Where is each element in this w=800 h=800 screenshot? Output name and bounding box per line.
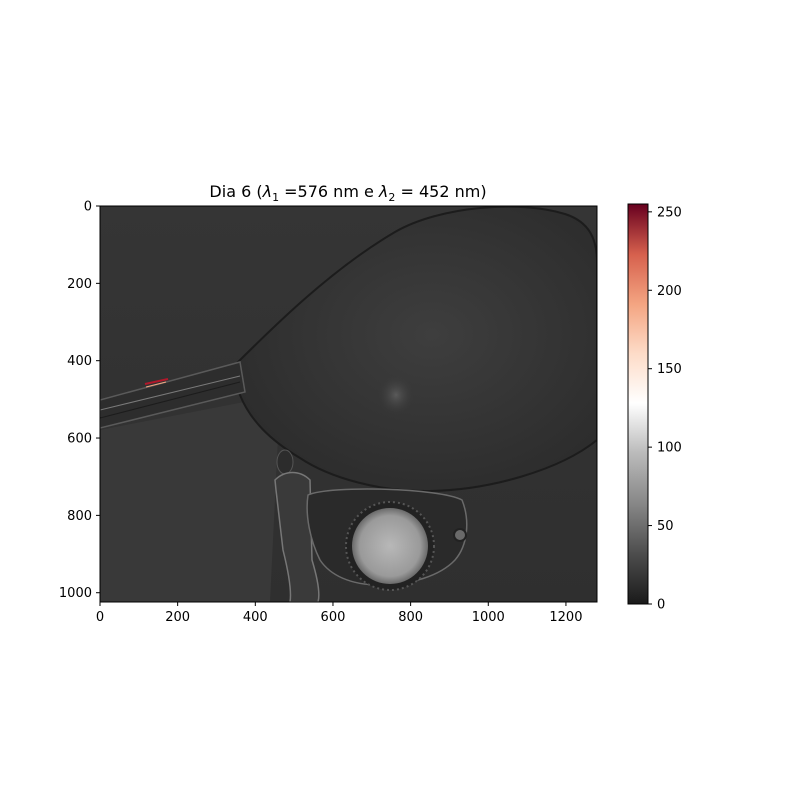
y-tick-label: 800 xyxy=(67,509,92,524)
x-axis: 0 200 400 600 800 1000 1200 xyxy=(96,602,582,625)
colorbar-tick-label: 100 xyxy=(657,441,682,456)
plot-frame xyxy=(99,205,598,603)
x-tick-label: 1000 xyxy=(472,610,505,625)
y-tick-label: 1000 xyxy=(59,586,92,601)
y-axis: 0 200 400 600 800 1000 xyxy=(59,200,100,601)
colorbar-tick-label: 0 xyxy=(657,598,665,613)
x-tick-label: 200 xyxy=(165,610,190,625)
y-tick-label: 0 xyxy=(84,200,92,215)
y-tick-label: 600 xyxy=(67,432,92,447)
y-tick-label: 200 xyxy=(67,277,92,292)
heatmap-image xyxy=(100,206,597,602)
colorbar-tick-label: 250 xyxy=(657,205,682,220)
colorbar xyxy=(627,203,649,605)
colorbar-tick-label: 200 xyxy=(657,284,682,299)
colorbar-axis: 0 50 100 150 200 250 xyxy=(648,205,682,613)
colorbar-tick-label: 150 xyxy=(657,362,682,377)
x-tick-label: 600 xyxy=(321,610,346,625)
y-tick-label: 400 xyxy=(67,354,92,369)
x-tick-label: 1200 xyxy=(549,610,582,625)
colorbar-tick-label: 50 xyxy=(657,519,674,534)
x-tick-label: 0 xyxy=(96,610,104,625)
chart-title: Dia 6 (λ1 =576 nm e λ2 = 452 nm) xyxy=(209,182,486,204)
x-tick-label: 800 xyxy=(398,610,423,625)
x-tick-label: 400 xyxy=(243,610,268,625)
